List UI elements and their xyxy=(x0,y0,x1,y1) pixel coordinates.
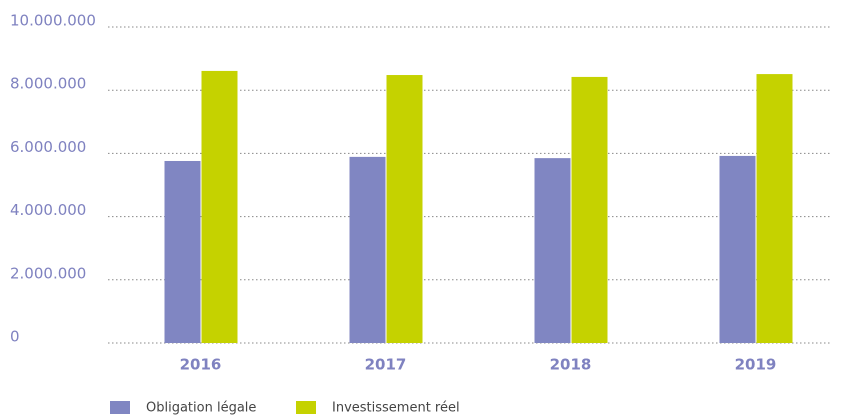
legend-swatch xyxy=(110,401,130,414)
y-tick-label: 4.000.000 xyxy=(10,201,86,219)
x-tick-label: 2019 xyxy=(735,356,777,374)
y-tick-label: 6.000.000 xyxy=(10,138,86,156)
bar xyxy=(349,156,386,343)
bar xyxy=(386,75,423,344)
x-tick-label: 2016 xyxy=(180,356,222,374)
bar xyxy=(201,70,238,343)
y-tick-label: 0 xyxy=(10,328,20,346)
bar xyxy=(756,74,793,344)
x-tick-label: 2018 xyxy=(550,356,592,374)
legend-swatch xyxy=(296,401,316,414)
bar xyxy=(534,158,571,343)
bar xyxy=(571,76,608,343)
legend-label: Investissement réel xyxy=(332,401,460,416)
bar xyxy=(719,155,756,343)
legend-label: Obligation légale xyxy=(146,401,256,416)
y-tick-label: 8.000.000 xyxy=(10,75,86,93)
y-tick-label: 2.000.000 xyxy=(10,264,86,282)
bar xyxy=(164,160,201,343)
x-tick-label: 2017 xyxy=(365,356,407,374)
y-tick-label: 10.000.000 xyxy=(10,12,96,30)
